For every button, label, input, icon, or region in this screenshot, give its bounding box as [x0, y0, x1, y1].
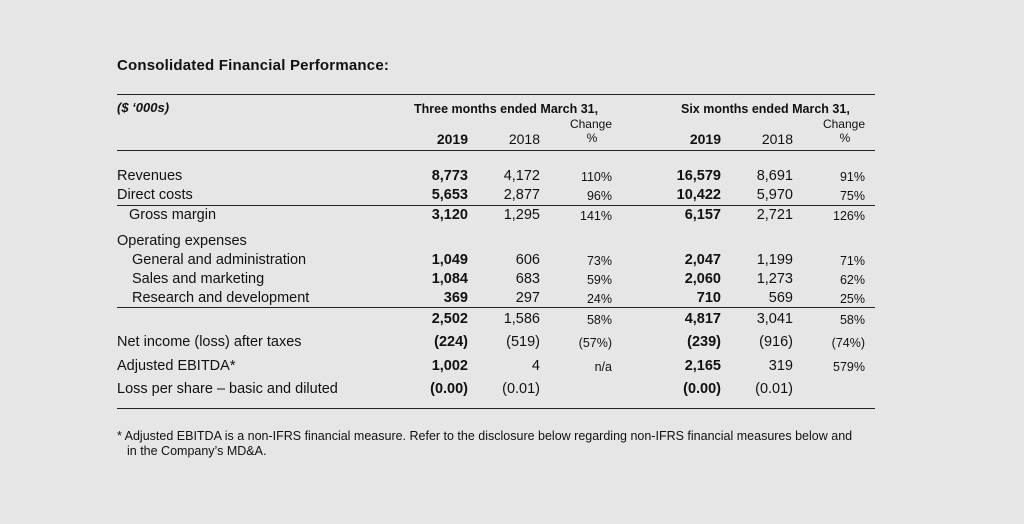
header-bottom-rule	[117, 150, 875, 151]
cell-q19: 1,084	[431, 271, 468, 287]
cell-q19: 1,002	[431, 358, 468, 374]
cell-s18: 569	[768, 290, 793, 306]
cell-s18: 1,199	[756, 252, 793, 268]
cell-sc: 71%	[839, 254, 865, 268]
cell-sc: (74%)	[831, 336, 865, 350]
cell-qc: 96%	[586, 189, 612, 203]
cell-sc: 91%	[839, 170, 865, 184]
cell-s19: 2,047	[684, 252, 721, 268]
cell-q18: 297	[515, 290, 540, 306]
gross-margin-rule	[117, 205, 875, 206]
cell-s19: (239)	[687, 334, 721, 350]
row-label: General and administration	[132, 252, 307, 268]
section-title: Consolidated Financial Performance:	[117, 57, 390, 74]
q-change-header: Change	[569, 117, 612, 131]
cell-qc: 141%	[580, 209, 612, 223]
cell-sc: 58%	[839, 313, 865, 327]
cell-s18: 8,691	[756, 168, 793, 184]
row-label: Research and development	[132, 290, 310, 306]
row-label: Revenues	[117, 168, 183, 184]
q-2018-header: 2018	[508, 131, 540, 147]
footnote-line-2: in the Company’s MD&A.	[127, 444, 267, 458]
q-2019-header: 2019	[436, 131, 468, 147]
cell-s18: (0.01)	[755, 381, 793, 397]
cell-qc: 110%	[580, 170, 612, 184]
cell-s19: 4,817	[684, 311, 721, 327]
six-months-header: Six months ended March 31,	[681, 102, 850, 116]
cell-s18: 3,041	[756, 311, 793, 327]
cell-s18: 319	[768, 358, 793, 374]
row-label: Gross margin	[129, 207, 217, 223]
cell-s19: 16,579	[676, 168, 721, 184]
three-months-header: Three months ended March 31,	[414, 102, 599, 116]
footnote-line-1: * Adjusted EBITDA is a non-IFRS financia…	[117, 429, 853, 443]
cell-qc: 73%	[586, 254, 612, 268]
cell-sc: 75%	[839, 189, 865, 203]
cell-sc: 579%	[833, 360, 865, 374]
table-bottom-rule	[117, 408, 875, 409]
row-label: Direct costs	[117, 187, 193, 203]
cell-s18: 1,273	[756, 271, 793, 287]
cell-s19: (0.00)	[683, 381, 721, 397]
cell-s18: 5,970	[756, 187, 793, 203]
q-pct-header: %	[586, 131, 598, 145]
cell-q18: 606	[515, 252, 540, 268]
cell-q19: 8,773	[431, 168, 468, 184]
cell-qc: 58%	[586, 313, 612, 327]
cell-q19: 369	[443, 290, 468, 306]
cell-q18: (0.01)	[502, 381, 540, 397]
cell-q18: (519)	[506, 334, 540, 350]
cell-q19: (224)	[434, 334, 468, 350]
cell-q18: 1,295	[503, 207, 540, 223]
opex-total-rule	[117, 307, 875, 308]
cell-q18: 1,586	[503, 311, 540, 327]
cell-q18: 4	[531, 358, 540, 374]
cell-qc: (57%)	[578, 336, 612, 350]
cell-qc: 24%	[586, 292, 612, 306]
cell-q18: 2,877	[503, 187, 540, 203]
header-top-rule	[117, 94, 875, 95]
s-change-header: Change	[822, 117, 865, 131]
cell-qc: n/a	[594, 360, 612, 374]
cell-s19: 710	[696, 290, 721, 306]
cell-q19: (0.00)	[430, 381, 468, 397]
cell-s19: 6,157	[684, 207, 721, 223]
row-label: Net income (loss) after taxes	[117, 334, 302, 350]
cell-q19: 1,049	[431, 252, 468, 268]
s-2018-header: 2018	[761, 131, 793, 147]
cell-q19: 5,653	[431, 187, 468, 203]
cell-q18: 683	[515, 271, 540, 287]
cell-s19: 2,165	[684, 358, 721, 374]
cell-sc: 25%	[839, 292, 865, 306]
row-label: Adjusted EBITDA*	[117, 358, 236, 374]
cell-sc: 62%	[839, 273, 865, 287]
cell-q18: 4,172	[503, 168, 540, 184]
cell-s19: 2,060	[684, 271, 721, 287]
row-label: Loss per share – basic and diluted	[117, 381, 338, 397]
cell-qc: 59%	[586, 273, 612, 287]
row-label: Sales and marketing	[132, 271, 265, 287]
cell-sc: 126%	[833, 209, 865, 223]
footnote: * Adjusted EBITDA is a non-IFRS financia…	[117, 429, 917, 459]
cell-s19: 10,422	[676, 187, 721, 203]
cell-s18: 2,721	[756, 207, 793, 223]
cell-q19: 3,120	[431, 207, 468, 223]
cell-q19: 2,502	[431, 311, 468, 327]
s-2019-header: 2019	[689, 131, 721, 147]
row-label: Operating expenses	[117, 233, 247, 249]
cell-s18: (916)	[759, 334, 793, 350]
units-label: ($ ‘000s)	[117, 100, 170, 115]
s-pct-header: %	[839, 131, 851, 145]
